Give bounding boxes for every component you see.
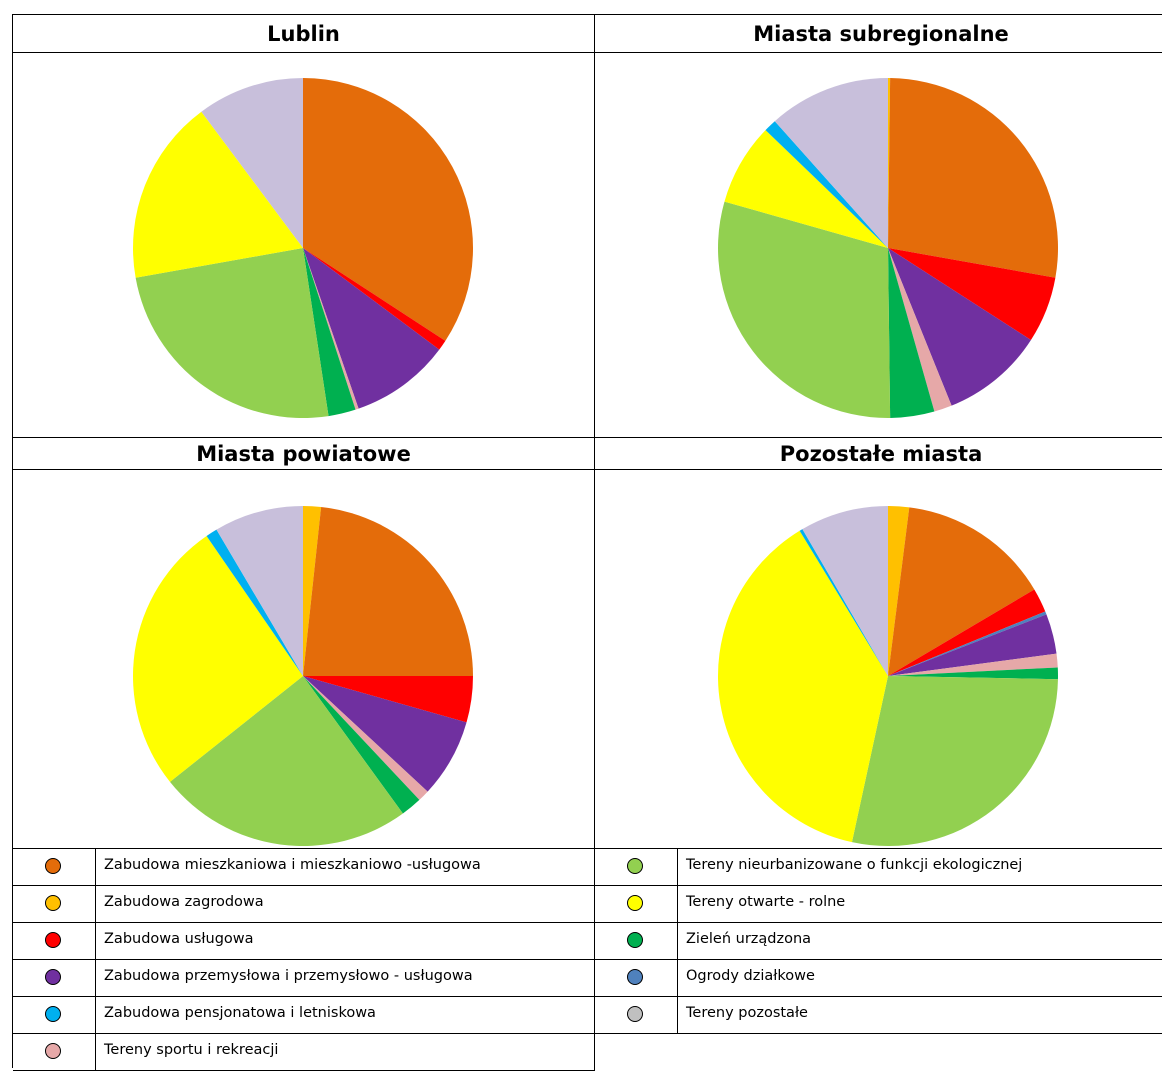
pie-slice-sport [888,248,952,412]
legend-swatch-circle-icon [45,895,61,911]
legend-label-cell: Tereny nieurbanizowane o funkcji ekologi… [678,849,1162,886]
legend-label-cell: Zabudowa usługowa [96,923,595,960]
legend-swatch-cell [595,960,678,997]
pie-slice-mieszkaniowa [303,506,473,676]
pie-chart-lublin [132,78,474,418]
pie-slice-mieszkaniowa [303,78,474,341]
pie-slice-pozostale [802,506,888,676]
pie-slice-przemyslowa [888,614,1057,676]
legend-label: Tereny otwarte - rolne [686,894,846,910]
legend-swatch-cell [13,849,96,886]
pie-cell-lublin [13,53,595,438]
pie-chart-pozostale-miasta [717,506,1059,847]
pie-slice-zagrodowa [303,506,322,676]
legend-label-cell: Zieleń urządzona [678,923,1162,960]
legend-swatch-circle-icon [627,1006,643,1022]
pie-slice-zagrodowa [888,506,910,676]
legend-swatch-cell [595,923,678,960]
legend-swatch-cell [595,849,678,886]
legend-swatch-cell [13,923,96,960]
legend-label-cell: Zabudowa zagrodowa [96,886,595,923]
pie-slice-pensjonatowa [206,529,303,676]
chart-grid: Lublin Miasta subregionalne Miasta powia… [12,14,1162,1071]
pie-slice-zielen [303,676,420,814]
legend-swatch-circle-icon [45,969,61,985]
chart-title-miasta-subregionalne: Miasta subregionalne [595,15,1162,53]
legend-swatch-cell [595,997,678,1034]
legend-label: Zabudowa przemysłowa i przemysłowo - usł… [104,968,473,984]
pie-slice-uslugowa [303,248,446,350]
pie-slice-mieszkaniowa [888,78,1059,278]
pie-slice-przemyslowa [303,676,467,792]
legend-label-cell: Tereny otwarte - rolne [678,886,1162,923]
legend-label-cell: Zabudowa przemysłowa i przemysłowo - usł… [96,960,595,997]
legend-swatch-cell [595,886,678,923]
legend-swatch-cell [13,960,96,997]
chart-title-pozostale-miasta: Pozostałe miasta [595,438,1162,470]
legend-label: Tereny nieurbanizowane o funkcji ekologi… [686,857,1023,873]
legend-swatch-circle-icon [627,858,643,874]
legend-swatch-circle-icon [627,932,643,948]
pie-cell-pozostale-miasta [595,470,1162,849]
pie-slice-pensjonatowa [765,121,888,248]
pie-slice-przemyslowa [303,248,440,409]
legend-label: Zabudowa mieszkaniowa i mieszkaniowo -us… [104,857,481,873]
legend-swatch-circle-icon [45,1006,61,1022]
pie-slice-rolne [132,111,303,278]
legend-swatch-cell [13,1034,96,1071]
legend-label-cell: Zabudowa mieszkaniowa i mieszkaniowo -us… [96,849,595,886]
legend-swatch-circle-icon [627,895,643,911]
pie-slice-mieszkaniowa [888,507,1035,676]
legend-label: Zabudowa pensjonatowa i letniskowa [104,1005,376,1021]
legend-swatch-cell [13,886,96,923]
chart-title-lublin: Lublin [13,15,595,53]
legend-swatch-circle-icon [45,932,61,948]
pie-slice-uslugowa [888,589,1046,676]
pie-slice-ekologiczna [135,248,329,418]
legend-swatch-circle-icon [45,1043,61,1059]
legend-label-cell: Tereny pozostałe [678,997,1162,1034]
legend-label: Zabudowa zagrodowa [104,894,264,910]
legend-label-cell: Tereny sportu i rekreacji [96,1034,595,1071]
legend-label: Ogrody działkowe [686,968,815,984]
pie-slice-ekologiczna [718,201,891,419]
pie-slice-ogrody [888,611,1047,676]
pie-slice-ekologiczna [851,676,1058,847]
pie-slice-uslugowa [303,676,473,723]
pie-slice-ekologiczna [169,676,403,846]
legend-swatch-circle-icon [45,858,61,874]
legend-swatch-cell [13,997,96,1034]
legend-label: Tereny pozostałe [686,1005,808,1021]
legend-swatch-circle-icon [627,969,643,985]
pie-slice-rolne [132,536,303,782]
pie-slice-sport [303,248,359,410]
pie-slice-rolne [724,130,888,248]
legend-label-cell: Ogrody działkowe [678,960,1162,997]
pie-cell-miasta-powiatowe [13,470,595,849]
pie-slice-pozostale [774,78,888,248]
pie-slice-uslugowa [888,248,1056,340]
pie-cell-miasta-subregionalne [595,53,1162,438]
pie-chart-miasta-subregionalne [718,77,1059,419]
pie-slice-przemyslowa [888,248,1031,406]
chart-title-miasta-powiatowe: Miasta powiatowe [13,438,595,470]
pie-slice-rolne [717,530,888,843]
legend-label: Zieleń urządzona [686,931,812,947]
pie-slice-zielen [888,248,935,418]
legend-label-cell: Zabudowa pensjonatowa i letniskowa [96,997,595,1034]
pie-slice-pensjonatowa [799,529,888,676]
legend-label: Tereny sportu i rekreacji [104,1042,279,1058]
pie-slice-pozostale [201,78,303,248]
legend-label: Zabudowa usługowa [104,931,254,947]
pie-slice-pozostale [216,506,303,676]
pie-slice-zielen [303,248,356,417]
pie-slice-zielen [888,667,1059,680]
pie-slice-sport [303,676,428,800]
pie-slice-sport [888,653,1058,676]
pie-slice-zagrodowa [888,77,891,248]
pie-chart-miasta-powiatowe [132,506,473,846]
